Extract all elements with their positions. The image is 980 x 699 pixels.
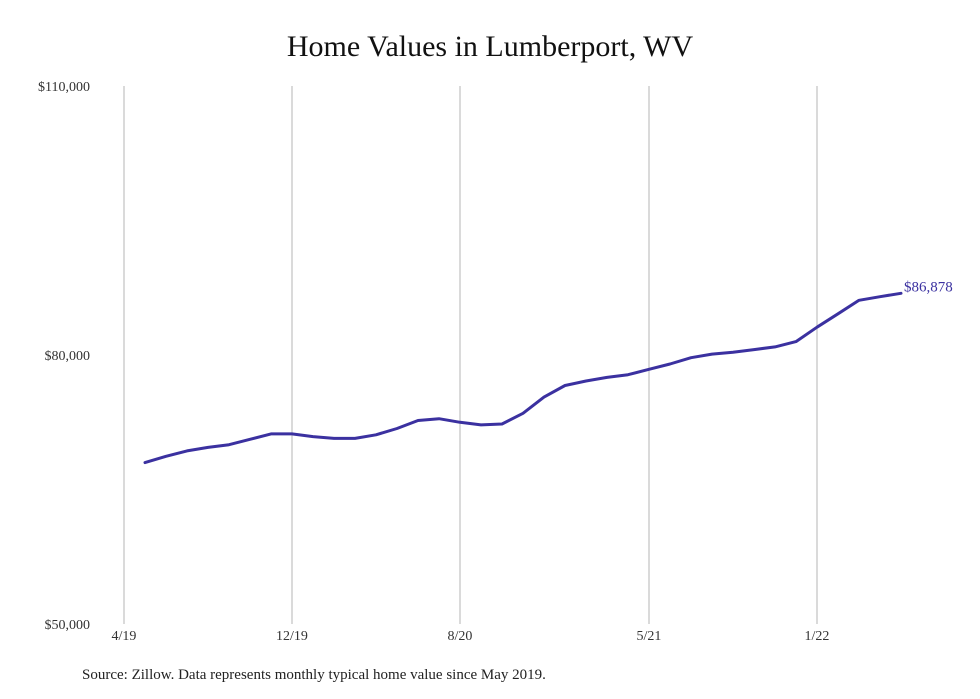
series-layer: $86,878 [143, 279, 953, 465]
y-tick-label: $50,000 [45, 618, 91, 633]
end-value-label: $86,878 [904, 279, 953, 295]
y-tick-label: $80,000 [45, 349, 91, 364]
series-line [143, 291, 903, 465]
x-tick-label: 12/19 [276, 629, 308, 644]
y-tick-label: $110,000 [38, 80, 90, 95]
x-tick-label: 5/21 [637, 629, 662, 644]
x-tick-label: 1/22 [805, 629, 830, 644]
x-tick-label: 4/19 [112, 629, 137, 644]
chart-title: Home Values in Lumberport, WV [286, 30, 694, 63]
x-tick-label: 8/20 [448, 629, 473, 644]
grid-layer [123, 86, 818, 624]
axis-layer: 4/19 12/19 8/20 5/21 1/22 $110,000 $80,000 $50,… [38, 80, 829, 644]
source-note: Source: Zillow. Data represents monthly … [82, 667, 546, 683]
